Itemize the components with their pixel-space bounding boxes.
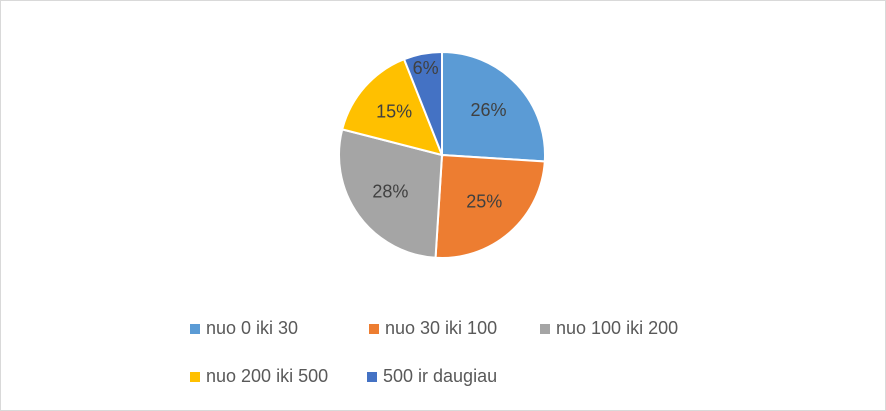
data-label: 15% [376, 102, 412, 122]
pie-slice [441, 50, 546, 163]
legend-label: nuo 30 iki 100 [385, 318, 497, 338]
legend-label: 500 ir daugiau [383, 366, 497, 386]
legend-swatch [540, 324, 550, 334]
data-label: 26% [471, 100, 507, 120]
data-label: 25% [466, 192, 502, 212]
legend-swatch [190, 372, 200, 382]
legend-label: nuo 100 iki 200 [556, 318, 678, 338]
legend-swatch [190, 324, 200, 334]
pie-slice [341, 57, 444, 157]
data-label: 28% [372, 181, 408, 201]
pie-slice [338, 128, 444, 259]
legend-swatch [369, 324, 379, 334]
pie-slice [402, 50, 443, 156]
legend-label: nuo 200 iki 500 [206, 366, 328, 386]
legend-label: nuo 0 iki 30 [206, 318, 298, 338]
data-label: 6% [413, 58, 439, 78]
legend-swatch [367, 372, 377, 382]
pie-slice [434, 153, 546, 259]
